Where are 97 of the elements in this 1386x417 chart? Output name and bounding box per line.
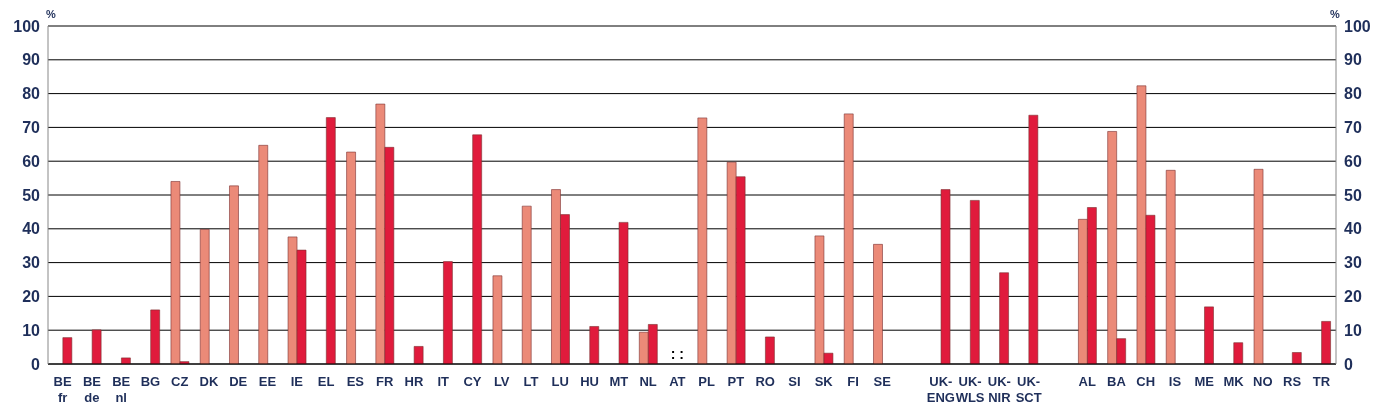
x-tick-label: UK- ENG (926, 374, 955, 405)
bar (618, 222, 629, 364)
bar (873, 244, 883, 364)
x-tick-label: IS (1168, 374, 1182, 389)
x-tick-label: LV (493, 374, 510, 389)
bar (970, 200, 980, 364)
bar (940, 189, 951, 364)
x-tick-label: AL (1078, 374, 1096, 389)
bar (1028, 114, 1039, 364)
x-tick-label: UK- SCT (1015, 374, 1042, 405)
bar (62, 337, 73, 364)
x-tick-label: NL (639, 374, 657, 389)
x-tick-label: TR (1312, 374, 1331, 389)
bar (413, 346, 424, 364)
x-tick-label: ME (1194, 374, 1215, 389)
bar (472, 134, 482, 364)
x-tick-label: FI (847, 374, 859, 389)
y2-tick-label: 10 (1344, 321, 1362, 339)
bar (346, 151, 356, 364)
x-tick-label: SK (814, 374, 834, 389)
y2-tick-label: 0 (1344, 355, 1353, 373)
bar (765, 336, 775, 364)
x-tick-label: DK (199, 374, 219, 389)
bar (1253, 169, 1264, 364)
x-tick-label: HR (404, 374, 424, 389)
y2-tick-label: 100 (1344, 17, 1371, 35)
bar (326, 117, 336, 364)
x-tick-label: UK- NIR (987, 374, 1012, 405)
x-tick-label: PT (727, 374, 745, 389)
x-tick-label: IT (437, 374, 450, 389)
y-tick-label: 30 (22, 254, 41, 272)
x-tick-label: EL (317, 374, 335, 389)
bar (1204, 306, 1214, 364)
x-tick-label: CZ (171, 374, 189, 389)
x-tick-label: LT (523, 374, 539, 389)
bar (150, 309, 160, 364)
bar (492, 275, 503, 364)
x-tick-label: SI (788, 374, 801, 389)
x-tick-label: SE (873, 374, 892, 389)
x-tick-label: RS (1283, 374, 1302, 389)
bar (521, 205, 532, 364)
y-tick-label: 20 (22, 288, 41, 306)
y-tick-label: 70 (22, 119, 41, 137)
y2-tick-label: 70 (1344, 119, 1362, 137)
x-tick-label: EE (258, 374, 277, 389)
bar (589, 326, 600, 364)
x-tick-label: LU (551, 374, 569, 389)
x-tick-label: MK (1223, 374, 1245, 389)
x-tick-label: CY (463, 374, 482, 389)
x-tick-label: MT (609, 374, 629, 389)
y2-tick-label: 40 (1344, 220, 1362, 238)
bar (443, 261, 453, 364)
y-tick-label: 60 (22, 152, 41, 170)
y-tick-label: 10 (22, 321, 41, 339)
y-axis-title: % (46, 8, 56, 20)
y-tick-label: 0 (31, 355, 41, 373)
bar (1165, 170, 1176, 364)
x-tick-label: FR (375, 374, 394, 389)
x-tick-label: BE nl (112, 374, 131, 405)
bar (229, 185, 239, 364)
x-tick-label: DE (229, 374, 248, 389)
y2-tick-label: 30 (1344, 254, 1362, 272)
y-tick-label: 80 (22, 85, 41, 103)
x-tick-label: HU (580, 374, 599, 389)
bar (1321, 321, 1331, 364)
x-tick-label: NO (1253, 374, 1273, 389)
y-tick-label: 90 (22, 51, 41, 69)
bar (1233, 342, 1244, 364)
y2-tick-label: 20 (1344, 288, 1362, 306)
x-tick-label: RO (755, 374, 775, 389)
annotation: : : (670, 346, 684, 362)
y-tick-label: 100 (13, 17, 41, 35)
bar (258, 145, 269, 364)
bar (843, 113, 854, 364)
x-tick-label: UK- WLS (955, 374, 985, 405)
bar (1292, 352, 1302, 364)
bar (91, 329, 102, 364)
x-tick-label: BA (1107, 374, 1127, 389)
x-tick-label: BE de (82, 374, 102, 405)
x-tick-label: PL (698, 374, 715, 389)
y-tick-label: 50 (22, 186, 41, 204)
bar (199, 229, 210, 364)
x-tick-label: BG (140, 374, 161, 389)
bar (999, 272, 1009, 364)
x-tick-label: ES (346, 374, 365, 389)
y2-tick-label: 50 (1344, 186, 1362, 204)
x-tick-label: CH (1136, 374, 1156, 389)
y2-axis-title: % (1330, 8, 1340, 20)
y2-tick-label: 90 (1344, 51, 1362, 69)
x-tick-label: BE fr (53, 374, 72, 405)
y2-tick-label: 60 (1344, 152, 1362, 170)
bar (697, 117, 708, 364)
y2-tick-label: 80 (1344, 85, 1362, 103)
x-tick-label: AT (669, 374, 686, 389)
y-tick-label: 40 (22, 220, 41, 238)
x-tick-label: IE (290, 374, 304, 389)
bar (121, 357, 131, 364)
